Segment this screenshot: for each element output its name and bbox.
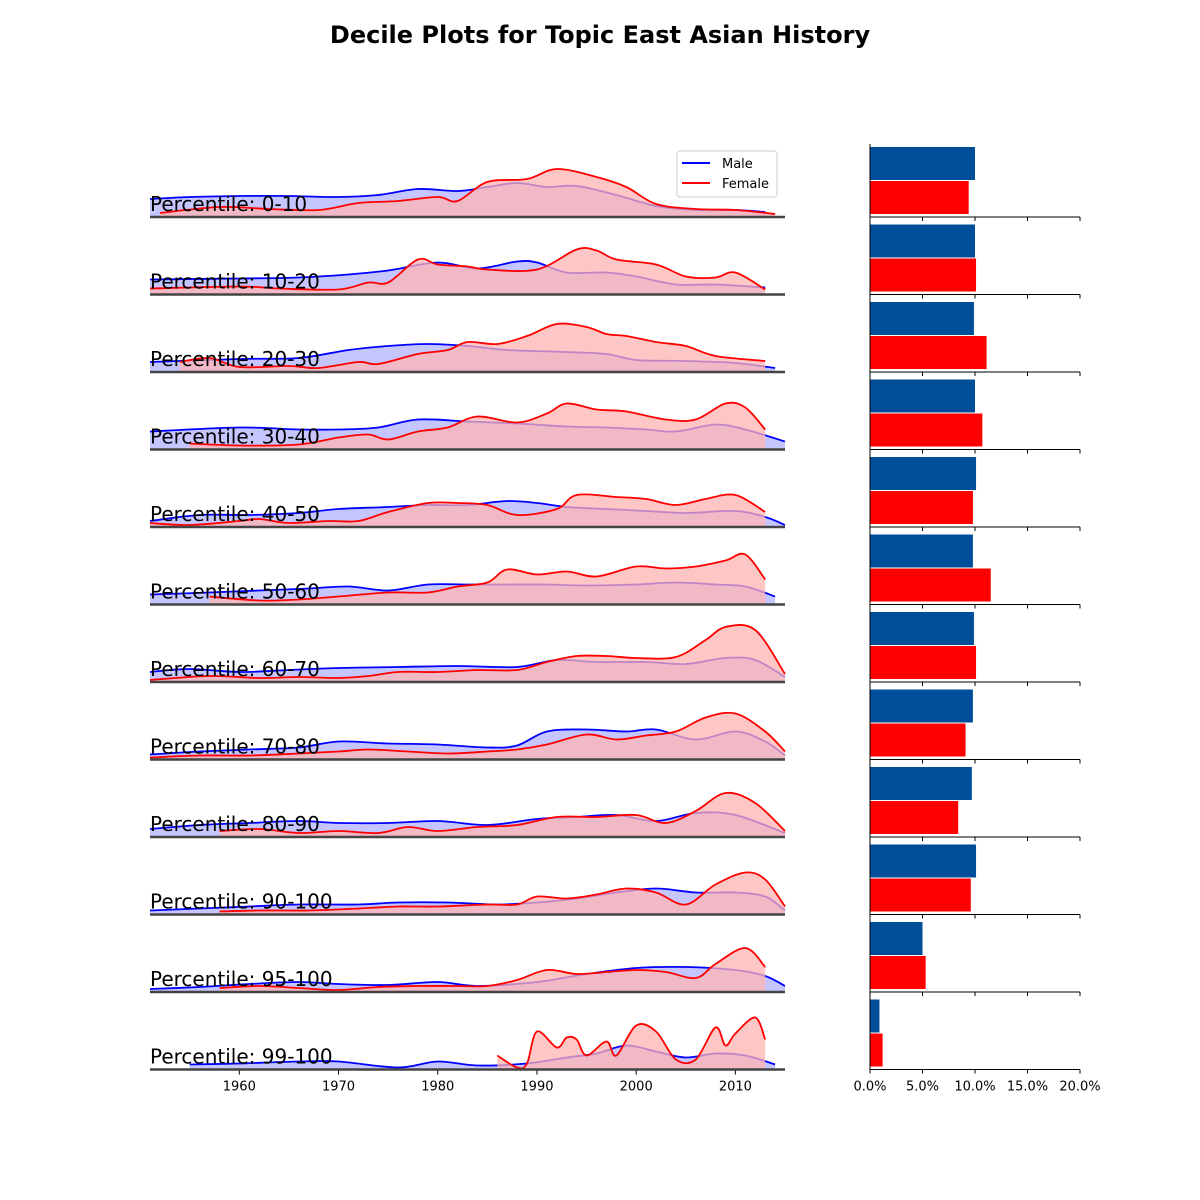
female-bar bbox=[870, 568, 991, 602]
female-bar bbox=[870, 258, 977, 292]
female-density-line bbox=[219, 947, 766, 991]
male-bar bbox=[870, 147, 975, 180]
row-label: Percentile: 10-20 bbox=[150, 270, 320, 294]
year-tick-label: 2000 bbox=[620, 1080, 653, 1095]
decile-row: Percentile: 0-10 bbox=[149, 147, 1081, 221]
row-label: Percentile: 99-100 bbox=[150, 1045, 333, 1069]
female-density-fill bbox=[150, 247, 766, 295]
female-bar bbox=[870, 801, 959, 834]
female-bar bbox=[870, 413, 983, 447]
female-density-fill bbox=[219, 872, 785, 915]
female-bar bbox=[870, 1033, 883, 1067]
year-tick-label: 1980 bbox=[421, 1080, 454, 1095]
female-bar bbox=[870, 723, 966, 757]
female-density-fill bbox=[219, 947, 766, 992]
female-bar bbox=[870, 646, 977, 679]
male-bar bbox=[870, 922, 923, 955]
decile-row: Percentile: 40-50 bbox=[149, 457, 1081, 531]
bar-tick-label: 20.0% bbox=[1059, 1080, 1100, 1095]
density-x-axis: 1960 1970 1980 1990 2000 2010 bbox=[223, 1070, 752, 1095]
year-tick-label: 2010 bbox=[719, 1080, 752, 1095]
decile-row: Percentile: 60-70 bbox=[149, 612, 1081, 686]
row-label: Percentile: 70-80 bbox=[150, 735, 320, 759]
female-density-line bbox=[179, 322, 766, 370]
bar-tick-label: 15.0% bbox=[1007, 1080, 1048, 1095]
bar-tick-label: 5.0% bbox=[906, 1080, 939, 1095]
male-bar bbox=[870, 302, 974, 335]
row-label: Percentile: 60-70 bbox=[150, 657, 320, 681]
female-density-fill bbox=[150, 624, 785, 682]
legend-entry: Female bbox=[722, 177, 769, 192]
row-label: Percentile: 0-10 bbox=[150, 192, 307, 216]
decile-row: Percentile: 80-90 bbox=[149, 767, 1081, 841]
row-label: Percentile: 40-50 bbox=[150, 502, 320, 526]
male-bar bbox=[870, 767, 972, 800]
male-bar bbox=[870, 379, 975, 413]
decile-row: Percentile: 99-100 bbox=[150, 999, 1081, 1074]
female-density-line bbox=[209, 552, 766, 602]
decile-row: Percentile: 50-60 bbox=[149, 534, 1081, 609]
female-density-line bbox=[149, 624, 786, 681]
female-density-line bbox=[149, 493, 766, 526]
decile-row: Percentile: 90-100 bbox=[149, 844, 1081, 919]
female-bar bbox=[870, 336, 987, 369]
bar-tick-label: 10.0% bbox=[954, 1080, 995, 1095]
male-bar bbox=[870, 457, 977, 490]
female-density-fill bbox=[497, 1017, 766, 1070]
decile-row: Percentile: 20-30 bbox=[149, 302, 1081, 376]
row-label: Percentile: 50-60 bbox=[150, 580, 320, 604]
female-density-line bbox=[149, 711, 786, 759]
year-tick-label: 1960 bbox=[223, 1080, 256, 1095]
row-label: Percentile: 20-30 bbox=[150, 347, 320, 371]
year-tick-label: 1990 bbox=[520, 1080, 553, 1095]
female-bar bbox=[870, 956, 926, 989]
female-density-fill bbox=[189, 402, 766, 450]
bar-tick-label: 0.0% bbox=[853, 1080, 886, 1095]
decile-row: Percentile: 70-80 bbox=[149, 689, 1081, 764]
male-bar bbox=[870, 612, 974, 645]
row-label: Percentile: 30-40 bbox=[150, 425, 320, 449]
female-density-line bbox=[219, 791, 786, 835]
year-tick-label: 1970 bbox=[322, 1080, 355, 1095]
rows-layer: Percentile: 0-10 Percentile: 10-20 Percent… bbox=[149, 147, 1081, 1074]
row-label: Percentile: 80-90 bbox=[150, 812, 320, 836]
decile-row: Percentile: 30-40 bbox=[149, 379, 1081, 454]
female-bar bbox=[870, 878, 971, 912]
female-density-fill bbox=[150, 494, 766, 527]
female-density-fill bbox=[219, 792, 785, 837]
female-density-fill bbox=[150, 712, 785, 760]
female-density-line bbox=[219, 871, 786, 913]
decile-row: Percentile: 10-20 bbox=[149, 224, 1081, 299]
decile-row: Percentile: 95-100 bbox=[149, 922, 1081, 996]
male-bar bbox=[870, 689, 973, 723]
legend: Male Female bbox=[676, 150, 778, 198]
male-bar bbox=[870, 534, 973, 568]
row-label: Percentile: 90-100 bbox=[150, 890, 333, 914]
female-density-line bbox=[159, 168, 776, 215]
female-bar bbox=[870, 181, 969, 214]
female-density-line bbox=[496, 1016, 767, 1070]
legend-entry: Male bbox=[722, 157, 753, 172]
male-bar bbox=[870, 999, 880, 1033]
female-density-fill bbox=[209, 553, 766, 605]
bar-x-axis: 0.0% 5.0% 10.0% 15.0% 20.0% bbox=[853, 144, 1101, 1095]
female-density-fill bbox=[159, 168, 776, 217]
female-density-line bbox=[149, 247, 766, 291]
male-bar bbox=[870, 844, 977, 878]
female-density-line bbox=[189, 401, 766, 447]
row-label: Percentile: 95-100 bbox=[150, 967, 333, 991]
male-bar bbox=[870, 224, 975, 258]
female-bar bbox=[870, 491, 973, 524]
male-density-line bbox=[149, 811, 786, 834]
chart-title: Decile Plots for Topic East Asian Histor… bbox=[330, 21, 871, 49]
